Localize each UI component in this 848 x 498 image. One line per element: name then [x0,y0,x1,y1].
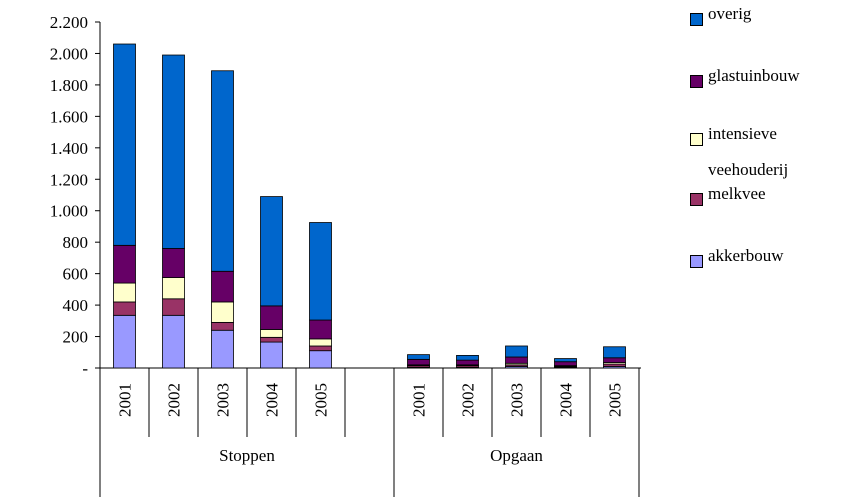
bar-segment [113,282,136,303]
legend-label: glastuinbouw [708,66,800,85]
y-tick-label: 2.200 [50,13,88,32]
x-tick-label: 2003 [508,383,527,417]
y-tick-label: 200 [63,328,89,347]
y-tick-label: 1.000 [50,202,88,221]
bar-segment [162,54,185,249]
y-tick-label: 1.800 [50,76,88,95]
bar-segment [260,196,283,307]
legend-label: melkvee [708,184,766,203]
bar-segment [309,222,332,321]
legend-label: overig [708,4,752,23]
bar-segment [554,358,577,363]
legend-item: glastuinbouw [690,66,828,94]
bar-segment [309,319,332,340]
legend-item: intensieve veehouderij [690,124,808,188]
bar-segment [260,341,283,369]
bar-segment [162,248,185,278]
bar-segment [309,350,332,369]
x-tick-label: 2005 [312,383,331,417]
x-tick-label: 2001 [116,383,135,417]
bar-segment [211,301,234,323]
legend-swatch [690,75,703,88]
bar-segment [113,244,136,284]
bar-segment [407,354,430,360]
bar-segment [505,356,528,364]
bar-segment [211,329,234,369]
y-tick-label: 1.400 [50,139,88,158]
bar-segment [211,321,234,331]
bar-segment [309,345,332,352]
legend-item: akkerbouw [690,246,828,274]
bar-segment [211,270,234,303]
legend-swatch [690,13,703,26]
bar-segment [456,359,479,366]
y-tick-label: 1.200 [50,170,88,189]
bar-segment [407,358,430,366]
x-tick-label: 2002 [459,383,478,417]
bar-segment [113,301,136,316]
legend-item: melkvee [690,184,828,212]
legend-swatch [690,133,703,146]
bar-segment [309,338,332,347]
bar-segment [505,345,528,358]
bar-segment [260,329,283,338]
y-tick-label: 800 [63,233,89,252]
legend-swatch [690,255,703,268]
bar-segment [260,336,283,343]
y-tick-label: 400 [63,296,89,315]
legend-label: akkerbouw [708,246,784,265]
bar-segment [162,277,185,300]
bar-segment [162,298,185,316]
y-tick-label: 600 [63,265,89,284]
bar-segment [211,70,234,272]
bar-segment [603,357,626,363]
x-tick-label: 2004 [263,383,282,418]
x-tick-label: 2005 [606,383,625,417]
x-tick-label: 2001 [410,383,429,417]
group-label: Stoppen [219,446,275,465]
bar-segment [113,314,136,369]
bar-segment [456,355,479,361]
y-tick-label: 1.600 [50,107,88,126]
x-tick-label: 2004 [557,383,576,418]
legend-swatch [690,193,703,206]
bar-segment [554,361,577,367]
bar-segment [603,346,626,359]
group-label: Opgaan [490,446,543,465]
bar-segment [113,43,136,246]
x-tick-label: 2002 [165,383,184,417]
x-tick-label: 2003 [214,383,233,417]
y-tick-label: 2.000 [50,44,88,63]
bar-segment [162,314,185,369]
legend-label: intensieve veehouderij [708,124,789,179]
y-tick-label: - [82,359,88,378]
legend-item: overig [690,4,828,32]
bar-segment [260,305,283,330]
